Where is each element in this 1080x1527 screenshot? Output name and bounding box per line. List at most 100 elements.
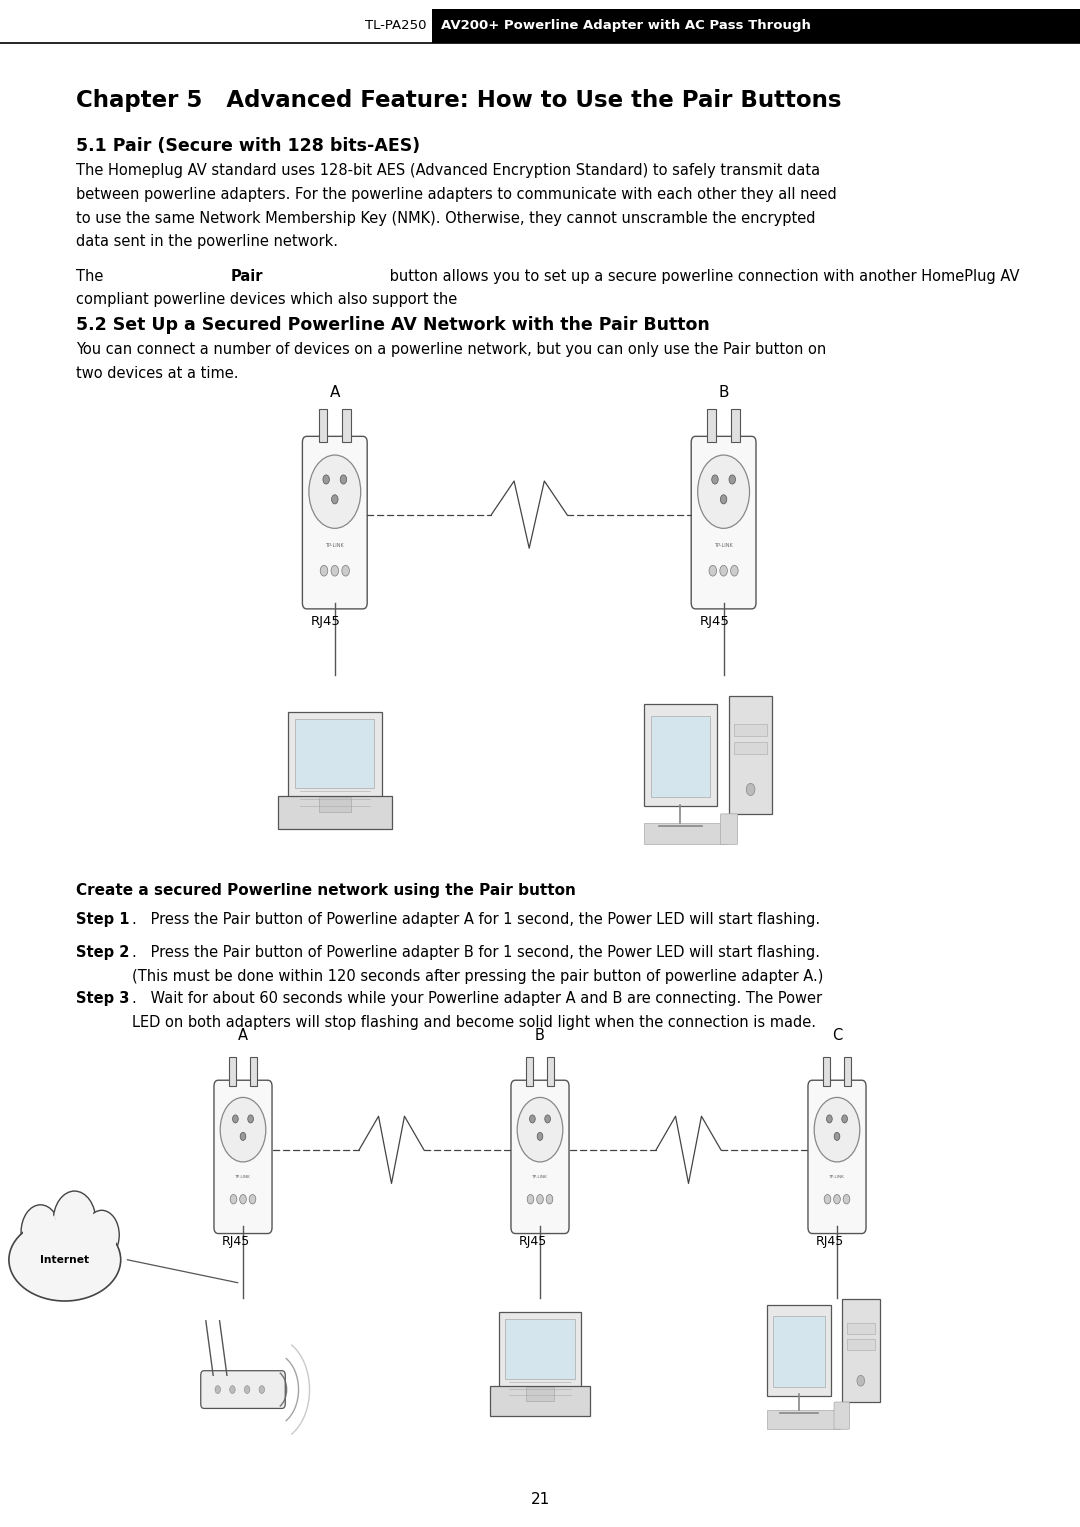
Ellipse shape	[9, 1219, 121, 1301]
Circle shape	[731, 565, 739, 576]
FancyBboxPatch shape	[499, 1312, 581, 1390]
Bar	[546, 1057, 554, 1086]
FancyBboxPatch shape	[287, 712, 382, 799]
Bar	[773, 1316, 825, 1388]
Bar	[526, 1057, 534, 1086]
Circle shape	[826, 1115, 833, 1122]
FancyBboxPatch shape	[834, 1402, 850, 1429]
Circle shape	[834, 1194, 840, 1203]
Circle shape	[824, 1194, 831, 1203]
Circle shape	[814, 1098, 860, 1162]
FancyBboxPatch shape	[201, 1371, 285, 1408]
Circle shape	[708, 565, 717, 576]
Circle shape	[53, 1191, 96, 1252]
FancyBboxPatch shape	[490, 1387, 590, 1416]
Circle shape	[21, 1205, 60, 1260]
FancyBboxPatch shape	[279, 796, 392, 829]
Text: RJ45: RJ45	[221, 1235, 249, 1249]
Circle shape	[247, 1115, 254, 1122]
Circle shape	[215, 1385, 220, 1394]
Circle shape	[342, 565, 350, 576]
FancyBboxPatch shape	[511, 1080, 569, 1234]
Circle shape	[537, 1194, 543, 1203]
Circle shape	[843, 1194, 850, 1203]
Text: The Homeplug AV standard uses 128-bit AES (Advanced Encryption Standard) to safe: The Homeplug AV standard uses 128-bit AE…	[76, 163, 820, 179]
Circle shape	[529, 1115, 536, 1122]
Text: Pair: Pair	[230, 269, 262, 284]
Text: RJ45: RJ45	[518, 1235, 546, 1249]
FancyBboxPatch shape	[644, 704, 717, 806]
FancyBboxPatch shape	[808, 1080, 866, 1234]
FancyBboxPatch shape	[214, 1080, 272, 1234]
FancyBboxPatch shape	[644, 823, 728, 844]
Text: between powerline adapters. For the powerline adapters to communicate with each : between powerline adapters. For the powe…	[76, 186, 836, 202]
Text: 21: 21	[530, 1492, 550, 1507]
Circle shape	[841, 1115, 848, 1122]
Bar	[707, 409, 716, 443]
Circle shape	[856, 1376, 865, 1387]
Circle shape	[249, 1194, 256, 1203]
Bar	[342, 409, 351, 443]
Text: TP-LINK: TP-LINK	[829, 1174, 845, 1179]
Text: TP-LINK: TP-LINK	[235, 1174, 251, 1179]
Circle shape	[84, 1211, 119, 1260]
Bar	[734, 742, 767, 754]
Text: AV200+ Powerline Adapter with AC Pass Through: AV200+ Powerline Adapter with AC Pass Th…	[441, 20, 810, 32]
Text: B: B	[535, 1028, 545, 1043]
Circle shape	[309, 455, 361, 528]
Text: compliant powerline devices which also support the: compliant powerline devices which also s…	[76, 292, 461, 307]
Circle shape	[23, 1208, 58, 1257]
Circle shape	[340, 475, 347, 484]
Bar	[734, 724, 767, 736]
Text: TP-LINK: TP-LINK	[532, 1174, 548, 1179]
FancyBboxPatch shape	[767, 1409, 840, 1429]
Bar	[526, 1388, 554, 1400]
FancyBboxPatch shape	[841, 1298, 880, 1402]
Circle shape	[720, 495, 727, 504]
Bar	[432, 9, 1080, 43]
Circle shape	[323, 475, 329, 484]
Text: .   Press the Pair button of Powerline adapter A for 1 second, the Power LED wil: . Press the Pair button of Powerline ada…	[132, 912, 820, 927]
Circle shape	[259, 1385, 265, 1394]
Circle shape	[712, 475, 718, 484]
FancyBboxPatch shape	[729, 696, 772, 814]
Circle shape	[527, 1194, 534, 1203]
Text: C: C	[832, 1028, 842, 1043]
Text: RJ45: RJ45	[311, 615, 341, 629]
Text: TP-LINK: TP-LINK	[714, 542, 733, 548]
Bar	[847, 1322, 875, 1333]
Text: data sent in the powerline network.: data sent in the powerline network.	[76, 234, 338, 249]
Text: TP-LINK: TP-LINK	[325, 542, 345, 548]
Circle shape	[232, 1115, 239, 1122]
Circle shape	[546, 1194, 553, 1203]
Bar	[319, 409, 327, 443]
Bar	[731, 409, 740, 443]
Text: (This must be done within 120 seconds after pressing the pair button of powerlin: (This must be done within 120 seconds af…	[132, 968, 823, 983]
Text: A: A	[329, 385, 340, 400]
Circle shape	[834, 1133, 840, 1141]
Circle shape	[729, 475, 735, 484]
Text: A: A	[238, 1028, 248, 1043]
FancyBboxPatch shape	[691, 437, 756, 609]
Bar	[650, 716, 711, 797]
Text: B: B	[718, 385, 729, 400]
Text: to use the same Network Membership Key (NMK). Otherwise, they cannot unscramble : to use the same Network Membership Key (…	[76, 211, 815, 226]
Text: Internet: Internet	[40, 1255, 90, 1264]
Text: RJ45: RJ45	[700, 615, 730, 629]
Bar	[229, 1057, 237, 1086]
Circle shape	[537, 1133, 543, 1141]
Text: .   Wait for about 60 seconds while your Powerline adapter A and B are connectin: . Wait for about 60 seconds while your P…	[132, 991, 822, 1006]
FancyBboxPatch shape	[767, 1306, 831, 1396]
Circle shape	[746, 783, 755, 796]
Text: You can connect a number of devices on a powerline network, but you can only use: You can connect a number of devices on a…	[76, 342, 826, 357]
Circle shape	[240, 1194, 246, 1203]
Text: Chapter 5   Advanced Feature: How to Use the Pair Buttons: Chapter 5 Advanced Feature: How to Use t…	[76, 89, 841, 111]
Text: LED on both adapters will stop flashing and become solid light when the connecti: LED on both adapters will stop flashing …	[132, 1014, 815, 1029]
Circle shape	[332, 565, 339, 576]
FancyBboxPatch shape	[720, 814, 738, 844]
Circle shape	[698, 455, 750, 528]
Text: TL-PA250: TL-PA250	[365, 20, 427, 32]
Circle shape	[321, 565, 328, 576]
Circle shape	[230, 1194, 237, 1203]
Bar	[319, 797, 351, 812]
